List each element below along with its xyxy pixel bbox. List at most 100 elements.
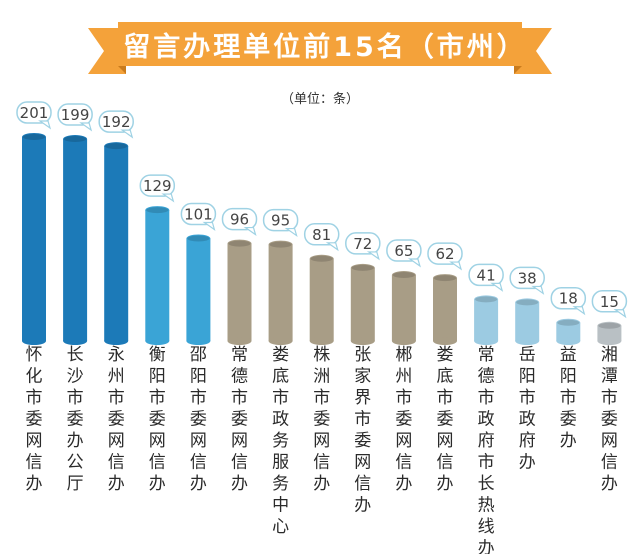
bar [104, 146, 129, 341]
category-label-char: 热 [478, 496, 495, 516]
value-label-tail [407, 258, 421, 268]
category-label-char: 办 [149, 474, 166, 494]
category-label-char: 信 [395, 453, 412, 473]
category-label-char: 务 [272, 431, 289, 451]
category-label-char: 网 [26, 431, 43, 451]
value-label-bubble [57, 103, 93, 126]
bar-base [515, 337, 540, 345]
category-label-char: 沙 [67, 367, 84, 387]
value-label: 199 [61, 106, 90, 124]
value-label-tail [449, 261, 463, 271]
value-label-bubble [509, 266, 545, 290]
bar-base [391, 337, 416, 345]
category-label-char: 厅 [67, 474, 84, 494]
category-label-char: 湘 [601, 345, 618, 365]
category-label-char: 府 [478, 431, 495, 451]
category-label-char: 办 [67, 431, 84, 451]
category-label-char: 信 [437, 453, 454, 473]
category-label-char: 阳 [149, 367, 166, 387]
bar-top-inner [105, 143, 128, 150]
value-label: 41 [477, 266, 496, 284]
value-label-bubble [345, 232, 381, 255]
bar-top-inner [269, 241, 292, 248]
category-label-char: 德 [478, 367, 495, 387]
category-label-char: 委 [108, 410, 125, 430]
banner-right-ribbon [514, 28, 552, 74]
bar-top-inner [598, 322, 621, 329]
category-label-char: 线 [478, 517, 495, 537]
bar-base [268, 337, 293, 345]
bar [268, 244, 293, 341]
value-label-bubble [386, 239, 422, 262]
category-label-char: 府 [519, 431, 536, 451]
bar-base [104, 337, 129, 345]
category-label-char: 办 [601, 474, 618, 494]
category-label-char: 网 [354, 453, 371, 473]
category-label-char: 德 [231, 367, 248, 387]
category-label-char: 张 [354, 345, 371, 365]
bar [597, 325, 622, 341]
category-label-char: 市 [519, 388, 536, 408]
category-label-char: 信 [313, 453, 330, 473]
bar [145, 210, 170, 341]
bar-top-inner [351, 264, 374, 271]
category-label-char: 底 [437, 367, 454, 387]
category-label-char: 信 [354, 474, 371, 494]
value-label: 101 [184, 205, 213, 223]
value-label-tail [38, 120, 52, 130]
bar-top-inner [310, 255, 333, 262]
bar [63, 139, 88, 341]
category-label-char: 阳 [519, 367, 536, 387]
category-label-char: 网 [437, 431, 454, 451]
category-label-char: 市 [108, 388, 125, 408]
category-label-char: 市 [149, 388, 166, 408]
category-label-char: 办 [313, 474, 330, 494]
bar [474, 299, 499, 341]
category-label-char: 市 [478, 388, 495, 408]
category-label-char: 邵 [190, 345, 207, 365]
value-label-tail [572, 306, 586, 316]
category-label-char: 益 [560, 345, 577, 365]
value-label-tail [202, 221, 216, 231]
category-label-char: 办 [437, 474, 454, 494]
category-label-char: 委 [26, 410, 43, 430]
bar-top-inner [392, 272, 415, 279]
category-label-char: 网 [601, 431, 618, 451]
banner-left-fold [118, 66, 126, 74]
bar-top-inner [475, 296, 498, 303]
value-label-tail [161, 193, 175, 203]
category-label-char: 岳 [519, 345, 536, 365]
category-label-char: 市 [478, 453, 495, 473]
category-label-char: 网 [395, 431, 412, 451]
value-label-tail [531, 285, 545, 295]
category-label-char: 常 [478, 345, 495, 365]
bar [391, 275, 416, 341]
bar-top-inner [228, 240, 251, 247]
category-label-char: 务 [272, 474, 289, 494]
category-label-char: 公 [67, 453, 84, 473]
category-label-char: 办 [354, 496, 371, 516]
category-label-char: 网 [231, 431, 248, 451]
value-label: 95 [271, 212, 290, 230]
bar-base [63, 337, 88, 345]
category-label-char: 长 [478, 474, 495, 494]
value-label: 72 [353, 235, 372, 253]
value-label-bubble [180, 202, 217, 226]
category-label-char: 化 [26, 367, 43, 387]
value-label-tail [243, 226, 257, 237]
value-label-bubble [98, 110, 134, 133]
category-label-char: 委 [354, 431, 371, 451]
bar-base [309, 337, 334, 345]
value-label: 81 [312, 226, 331, 244]
bar-base [22, 337, 46, 345]
bar [22, 137, 46, 341]
category-label-char: 市 [313, 388, 330, 408]
bar-base [556, 337, 581, 345]
category-label-char: 服 [272, 453, 289, 473]
category-label-char: 衡 [149, 345, 166, 365]
bar [227, 243, 252, 341]
bar-top-inner [146, 207, 169, 214]
category-label-char: 信 [149, 453, 166, 473]
value-label-tail [490, 282, 504, 292]
category-label-char: 市 [601, 388, 618, 408]
